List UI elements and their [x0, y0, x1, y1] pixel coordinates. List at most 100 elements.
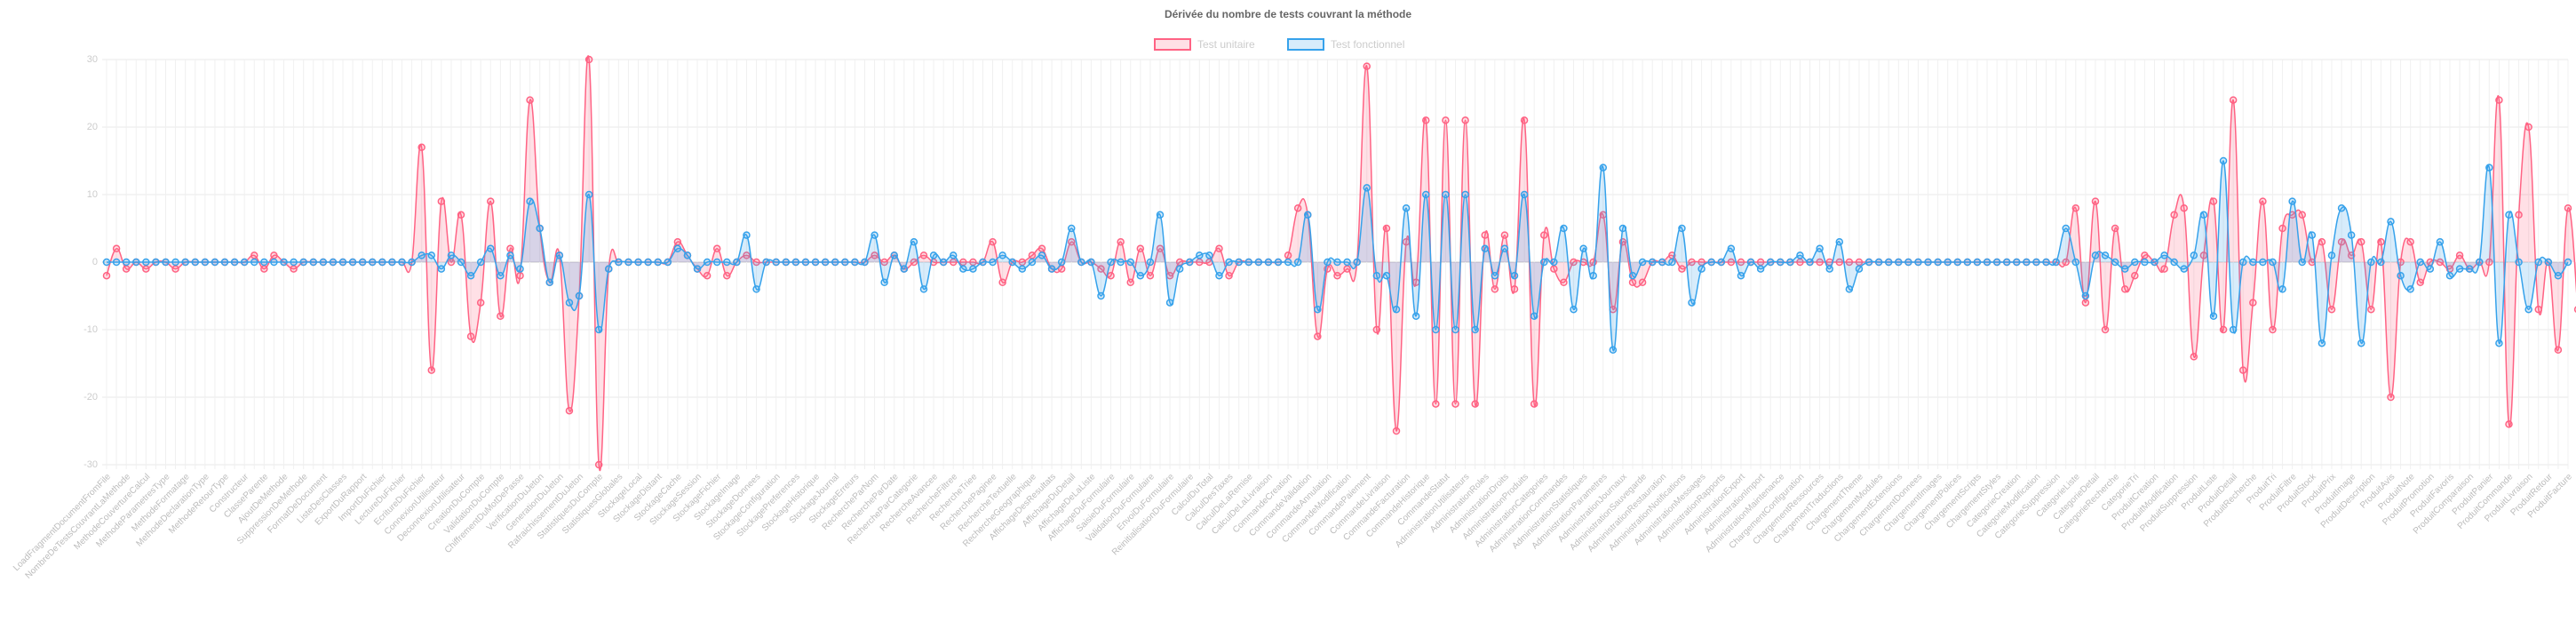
point — [939, 258, 948, 267]
point — [1293, 258, 1302, 267]
point — [230, 258, 239, 267]
point — [250, 251, 258, 259]
point — [447, 251, 456, 259]
point — [1825, 265, 1833, 273]
point — [2259, 258, 2267, 267]
point — [1540, 231, 1548, 239]
point — [2327, 305, 2336, 314]
point — [979, 258, 987, 267]
point — [1451, 400, 1459, 408]
point — [654, 258, 662, 267]
point — [2445, 271, 2454, 280]
point — [1185, 258, 1194, 267]
point — [743, 251, 751, 259]
point — [506, 244, 514, 253]
y-tick-label: -20 — [83, 392, 98, 403]
point — [752, 258, 760, 267]
point — [1442, 190, 1450, 199]
point — [457, 258, 465, 267]
chart-title: Dérivée du nombre de tests couvrant la m… — [1165, 8, 1411, 20]
point — [1845, 285, 1854, 293]
point — [1550, 265, 1558, 273]
point — [2229, 325, 2238, 334]
point — [1392, 427, 1401, 435]
point — [2209, 312, 2218, 321]
point — [1560, 278, 1568, 287]
point — [1136, 244, 1145, 253]
point — [703, 258, 712, 267]
point — [476, 258, 485, 267]
point — [132, 258, 140, 267]
point — [171, 258, 179, 267]
point — [2367, 305, 2375, 314]
point — [2308, 231, 2317, 239]
point — [1510, 271, 1519, 280]
point — [1471, 325, 1479, 334]
point — [2554, 346, 2563, 355]
point — [1254, 258, 1263, 267]
point — [240, 258, 249, 267]
point — [2013, 258, 2021, 267]
point — [2160, 251, 2168, 259]
point — [1579, 244, 1587, 253]
point — [545, 278, 554, 287]
point — [152, 258, 160, 267]
point — [201, 258, 210, 267]
point — [171, 265, 179, 273]
point — [1117, 237, 1125, 246]
point — [1874, 258, 1883, 267]
point — [644, 258, 652, 267]
point — [398, 258, 406, 267]
point — [723, 271, 731, 280]
point — [811, 258, 820, 267]
point — [743, 231, 751, 239]
point — [2131, 271, 2139, 280]
point — [2219, 156, 2228, 165]
point — [2170, 211, 2178, 219]
point — [2505, 211, 2513, 219]
point — [2288, 197, 2296, 205]
point — [1067, 224, 1076, 233]
point — [437, 265, 446, 273]
point — [2436, 258, 2445, 267]
point — [476, 299, 485, 307]
point — [536, 224, 544, 233]
point — [1746, 258, 1755, 267]
point — [782, 258, 791, 267]
point — [2455, 265, 2464, 273]
point — [2180, 203, 2188, 212]
point — [1422, 190, 1430, 199]
point — [1845, 258, 1854, 267]
point — [919, 251, 928, 259]
point — [1717, 258, 1726, 267]
point — [2180, 265, 2188, 273]
point — [309, 258, 318, 267]
point — [260, 258, 268, 267]
point — [2229, 96, 2238, 104]
point — [2387, 393, 2395, 402]
point — [693, 265, 702, 273]
point — [1589, 271, 1597, 280]
point — [1777, 258, 1785, 267]
point — [1707, 258, 1715, 267]
point — [112, 244, 121, 253]
legend-swatch — [1287, 38, 1324, 51]
point — [1864, 258, 1873, 267]
point — [1983, 258, 1992, 267]
point — [1500, 244, 1509, 253]
point — [1097, 265, 1105, 273]
point — [1146, 258, 1155, 267]
point — [102, 258, 111, 267]
point — [1314, 305, 1322, 314]
point — [1038, 251, 1046, 259]
point — [1491, 285, 1499, 293]
point — [2219, 325, 2228, 334]
point — [2131, 258, 2139, 267]
point — [2062, 258, 2070, 267]
point — [2091, 197, 2100, 205]
area — [107, 160, 2568, 351]
point — [2209, 197, 2218, 205]
point — [1402, 203, 1411, 212]
point — [1333, 271, 1341, 280]
point — [2357, 237, 2365, 246]
